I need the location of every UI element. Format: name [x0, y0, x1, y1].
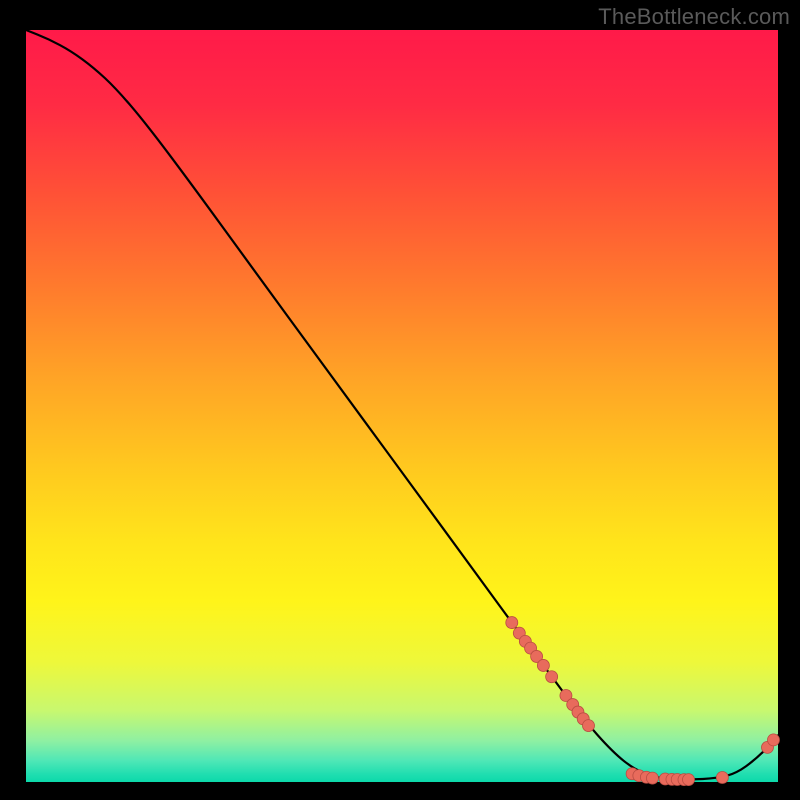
data-marker: [767, 734, 779, 746]
data-marker: [583, 720, 595, 732]
chart-frame: TheBottleneck.com: [0, 0, 800, 800]
bottleneck-curve-chart: [0, 0, 800, 800]
data-marker: [646, 772, 658, 784]
data-marker: [683, 774, 695, 786]
watermark-text: TheBottleneck.com: [598, 4, 790, 30]
data-marker: [716, 771, 728, 783]
plot-background: [26, 30, 778, 782]
data-marker: [546, 671, 558, 683]
data-marker: [537, 659, 549, 671]
data-marker: [506, 617, 518, 629]
